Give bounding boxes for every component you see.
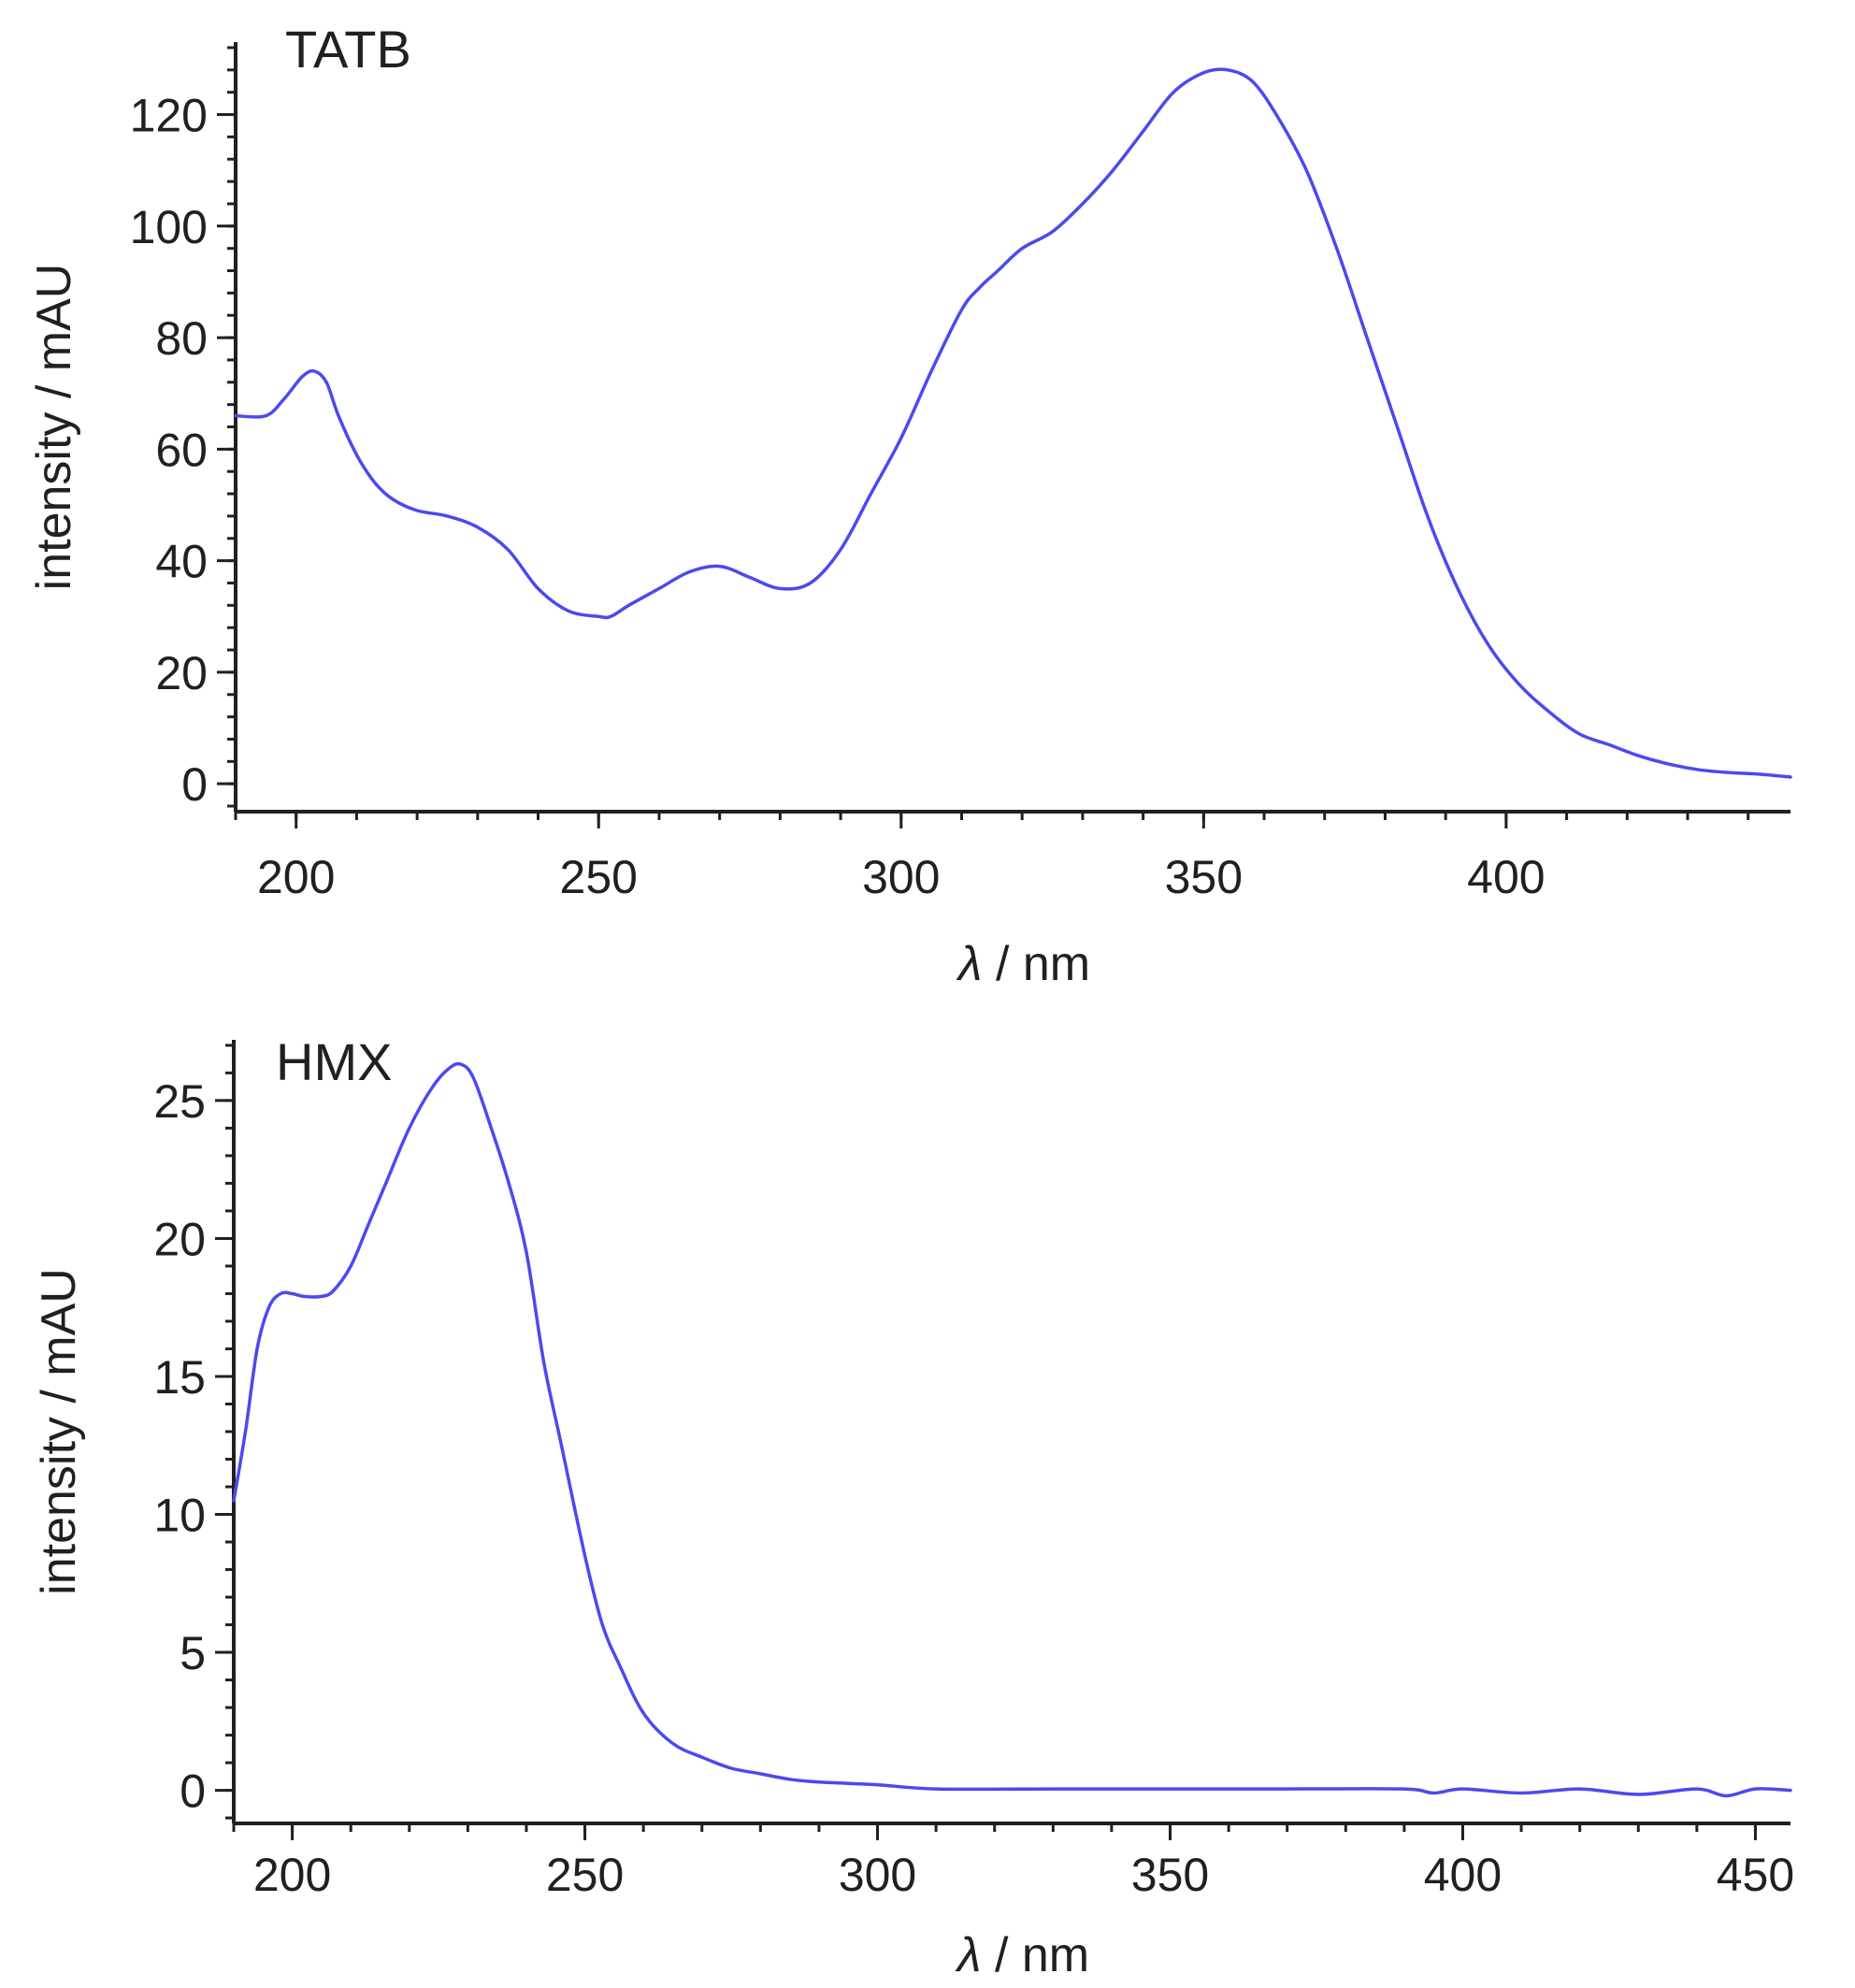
y-tick-label: 20	[155, 647, 208, 699]
y-tick-label: 100	[130, 201, 208, 253]
x-axis-title: λ / nm	[955, 1928, 1089, 1982]
y-tick-label: 60	[155, 424, 208, 476]
series-line	[234, 67, 1792, 779]
y-tick-label: 20	[153, 1213, 206, 1265]
y-tick-label: 10	[153, 1490, 206, 1542]
chart-hmx: HMX intensity / mAU λ / nm 200 250 300 350 4…	[32, 1032, 1794, 1982]
x-tick-label: 400	[1467, 851, 1545, 903]
x-tick-label: 250	[546, 1849, 624, 1901]
y-tick-label: 0	[180, 1765, 206, 1818]
y-tick-label: 25	[153, 1075, 206, 1128]
y-tick-label: 0	[181, 758, 208, 811]
x-axis-symbol: λ	[955, 1928, 982, 1982]
y-axis-title: intensity / mAU	[32, 1268, 86, 1595]
x-tick-label: 350	[1165, 851, 1243, 903]
x-axis-unit: / nm	[983, 937, 1091, 991]
x-tick-label: 200	[257, 851, 335, 903]
y-axis-title: intensity / mAU	[27, 264, 81, 591]
series-line	[232, 1061, 1792, 1798]
y-tick-label: 120	[130, 90, 208, 142]
x-tick-label: 300	[839, 1849, 916, 1901]
y-tick-label: 15	[153, 1351, 206, 1404]
x-tick-label: 400	[1424, 1849, 1502, 1901]
x-tick-label: 200	[253, 1849, 331, 1901]
x-axis-unit: / nm	[982, 1928, 1090, 1982]
panel-label: TATB	[285, 20, 411, 79]
x-tick-label: 250	[560, 851, 638, 903]
y-tick-label: 80	[155, 312, 208, 365]
x-axis-symbol: λ	[956, 937, 983, 991]
x-axis-title: λ / nm	[956, 937, 1090, 991]
x-tick-label: 450	[1717, 1849, 1794, 1901]
x-tick-label: 300	[862, 851, 940, 903]
y-tick-label: 5	[180, 1627, 206, 1679]
panel-label: HMX	[276, 1032, 392, 1091]
x-tick-label: 350	[1131, 1849, 1209, 1901]
y-tick-label: 40	[155, 536, 208, 588]
chart-tatb: TATB intensity / mAU λ / nm 200 250 300 350…	[27, 20, 1792, 991]
